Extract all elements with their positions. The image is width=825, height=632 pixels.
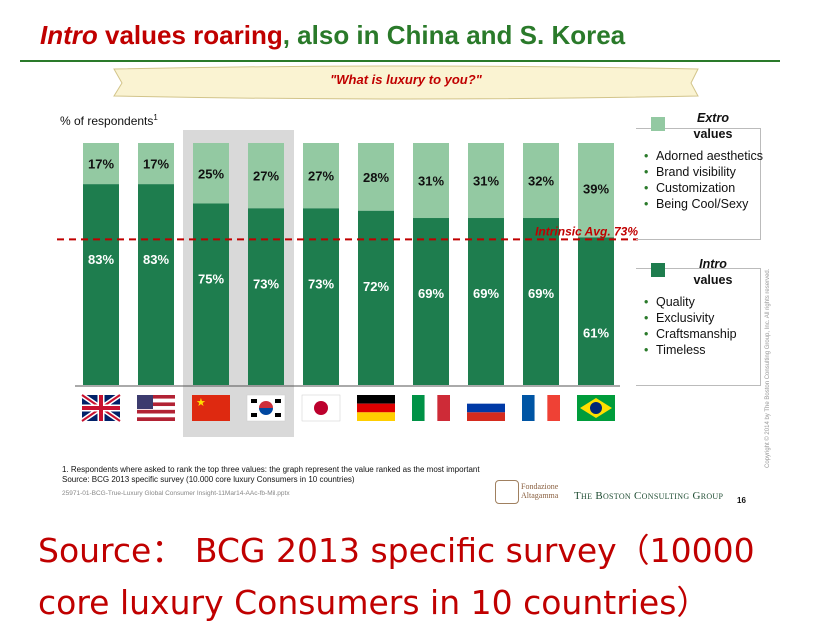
bar-extro (303, 143, 339, 209)
y-axis-label: % of respondents1 (60, 113, 158, 128)
bar-intro (83, 184, 119, 385)
bar-intro (248, 208, 284, 385)
intro-legend-item: Quality (644, 294, 774, 310)
intro-legend-item: Timeless (644, 342, 774, 358)
bar-extro (413, 143, 449, 219)
bar-intro (468, 218, 504, 385)
footnote: 1. Respondents where asked to rank the t… (62, 465, 480, 485)
bar-intro (578, 237, 614, 385)
bar-intro (523, 218, 559, 385)
title-rest: , also in China and S. Korea (282, 20, 626, 50)
label-extro: 27% (253, 169, 279, 184)
label-extro: 31% (473, 174, 499, 189)
extro-legend-title: values (693, 127, 733, 141)
question-banner: "What is luxury to you?" (106, 63, 706, 103)
label-extro: 32% (528, 174, 554, 189)
bar-intro (138, 184, 174, 385)
label-intro: 61% (583, 325, 609, 340)
reference-line-label: Intrinsic Avg. 73% (535, 224, 638, 238)
label-intro: 69% (418, 286, 444, 301)
flag-icon-usa (137, 395, 175, 421)
bcg-logo: The Boston Consulting Group (574, 490, 724, 502)
copyright: Copyright © 2014 by The Boston Consultin… (765, 268, 771, 468)
label-intro: 75% (198, 272, 224, 287)
extro-legend-title-italic: Extro (697, 111, 729, 125)
svg-text:★: ★ (196, 396, 206, 409)
intro-legend-item: Exclusivity (644, 310, 774, 326)
label-intro: 83% (143, 252, 169, 267)
label-intro: 73% (308, 276, 334, 291)
intro-legend-title-italic: Intro (699, 257, 727, 271)
bar-extro (138, 143, 174, 185)
footnote-line2: Source: BCG 2013 specific survey (10.000… (62, 475, 355, 484)
bar-intro (413, 218, 449, 385)
fondazione-logo: Fondazione Altagamma (495, 480, 559, 504)
page-number: 16 (737, 496, 746, 505)
label-intro: 69% (473, 286, 499, 301)
fondazione-mark-icon (495, 480, 519, 504)
label-extro: 27% (308, 169, 334, 184)
intro-swatch (651, 263, 665, 277)
extro-legend-item: Brand visibility (644, 164, 774, 180)
flag-icon-japan (301, 394, 341, 422)
bar-extro (193, 143, 229, 204)
intro-legend-item: Craftsmanship (644, 326, 774, 342)
bar-extro (468, 143, 504, 219)
extro-swatch (651, 117, 665, 131)
title-roaring: values roaring (97, 20, 283, 50)
flag-icon-brazil (577, 395, 615, 421)
bar-extro (83, 143, 119, 185)
label-intro: 69% (528, 286, 554, 301)
label-intro: 73% (253, 276, 279, 291)
bar-extro (523, 143, 559, 219)
label-extro: 17% (88, 157, 114, 172)
extro-legend-item: Customization (644, 180, 774, 196)
title-intro: Intro (40, 20, 98, 50)
label-extro: 31% (418, 174, 444, 189)
label-intro: 83% (88, 252, 114, 267)
bar-extro (248, 143, 284, 209)
label-extro: 28% (363, 170, 389, 185)
intro-legend-title: values (693, 273, 733, 287)
label-extro: 17% (143, 157, 169, 172)
slide-title: Intro values roaring, also in China and … (40, 20, 625, 51)
stacked-bar-chart: 17% 83% 17% 83% 25% 75% 27% 73% 27% 73% 28% 72% 31% 6… (57, 130, 638, 437)
extro-legend: Extro values Adorned aesthetics Brand vis… (644, 110, 774, 212)
flag-icon-france (522, 395, 560, 421)
title-rule (20, 60, 780, 62)
scroll-shape (113, 65, 699, 100)
extro-legend-item: Adorned aesthetics (644, 148, 774, 164)
flag-icon-germany (357, 395, 395, 421)
extro-legend-item: Being Cool/Sexy (644, 196, 774, 212)
bar-intro (303, 208, 339, 385)
file-reference: 25971-01-BCG-True-Luxury Global Consumer… (62, 490, 290, 497)
flag-icon-china: ★ (192, 395, 230, 421)
bar-intro (358, 210, 394, 385)
label-extro: 25% (198, 166, 224, 181)
label-extro: 39% (583, 181, 609, 196)
footnote-line1: 1. Respondents where asked to rank the t… (62, 465, 480, 474)
flag-icon-russia (467, 395, 505, 421)
label-intro: 72% (363, 279, 389, 294)
source-caption: Source： BCG 2013 specific survey（10000 c… (38, 531, 755, 622)
flag-icon-italy (412, 395, 450, 421)
flag-icon-uk (80, 392, 122, 424)
bar-extro (578, 143, 614, 238)
flag-icon-s-korea (246, 394, 286, 422)
banner-text: "What is luxury to you?" (330, 72, 482, 87)
intro-legend: Intro values Quality Exclusivity Craftsma… (644, 256, 774, 358)
bar-intro (193, 203, 229, 385)
bar-extro (358, 143, 394, 211)
